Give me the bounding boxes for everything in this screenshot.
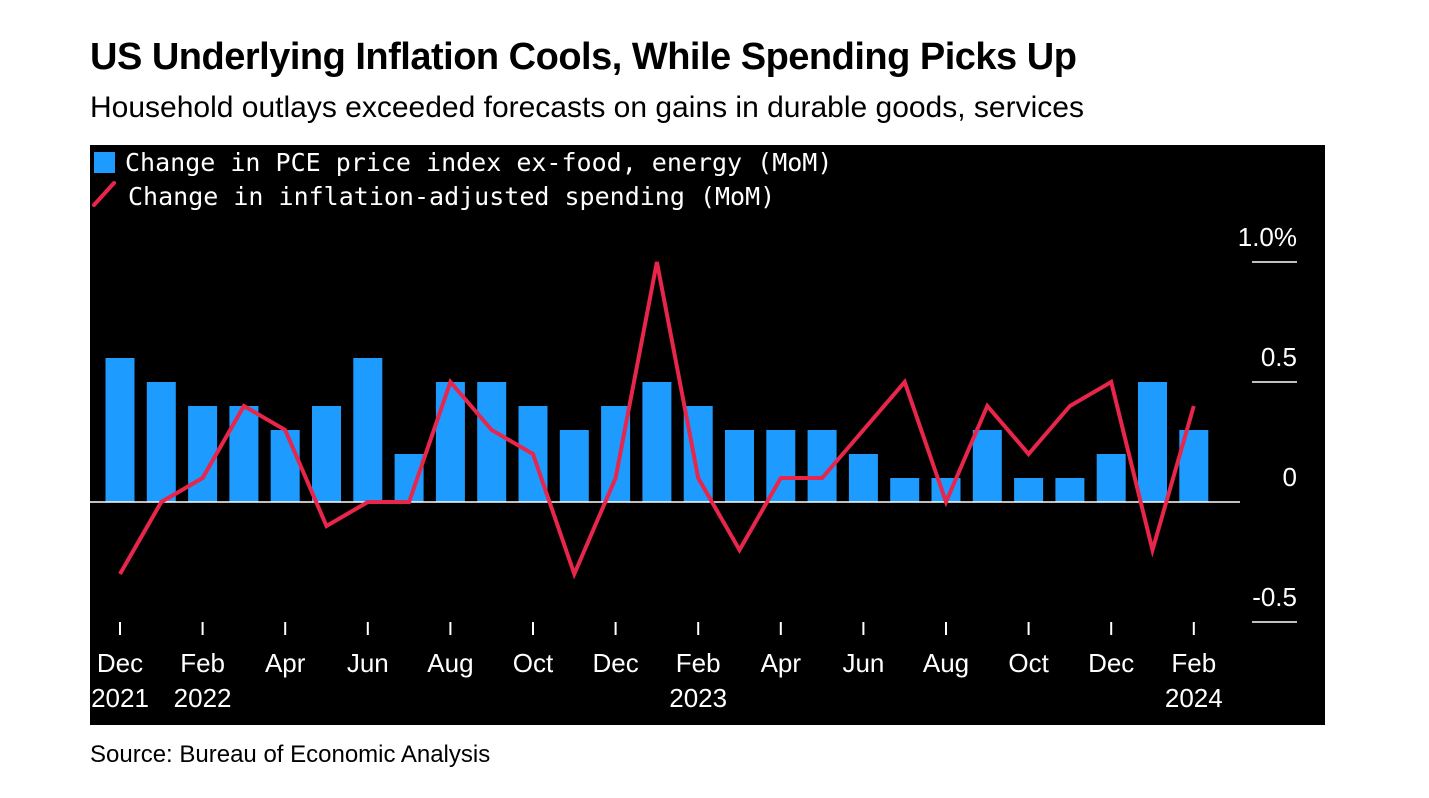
legend-label-core-pce: Change in PCE price index ex-food, energ…: [125, 148, 832, 177]
bar: [312, 406, 341, 502]
x-tick-month: Feb: [180, 648, 225, 678]
x-tick-month: Jun: [842, 648, 884, 678]
x-tick-year: 2021: [91, 683, 149, 713]
source-note: Source: Bureau of Economic Analysis: [90, 741, 491, 768]
bar: [1014, 478, 1044, 502]
x-tick-month: Jun: [347, 648, 389, 678]
y-tick-label: 1.0%: [1238, 222, 1297, 252]
chart-title: US Underlying Inflation Cools, While Spe…: [90, 36, 1077, 78]
x-tick-month: Apr: [265, 648, 306, 678]
x-axis: Dec 2021 Feb 2022 Apr Jun Aug Oct Dec Feb 2023 Apr J…: [91, 622, 1223, 713]
bar: [972, 430, 1002, 502]
bar: [725, 430, 754, 502]
line-series: [118, 261, 1196, 580]
x-tick-month: Feb: [1171, 648, 1216, 678]
bar: [1096, 454, 1126, 502]
bar: [1055, 478, 1085, 502]
x-tick-month: Oct: [513, 648, 554, 678]
bar: [353, 358, 383, 502]
y-axis: 1.0% 0.5 0 -0.5: [1238, 222, 1297, 623]
chart-svg: Change in PCE price index ex-food, energ…: [90, 148, 1297, 713]
legend-label-spending: Change in inflation-adjusted spending (M…: [128, 182, 775, 211]
x-tick-month: Dec: [592, 648, 638, 678]
legend-swatch-core-pce: [94, 152, 115, 173]
bar: [146, 382, 176, 502]
legend: Change in PCE price index ex-food, energ…: [92, 148, 832, 211]
bar: [435, 382, 465, 502]
bar: [477, 382, 507, 502]
bar-series: [105, 358, 1209, 502]
legend-swatch-spending: [92, 181, 116, 207]
x-tick-year: 2022: [174, 683, 232, 713]
chart-subtitle: Household outlays exceeded forecasts on …: [90, 91, 1084, 124]
bar: [642, 382, 672, 502]
x-tick-year: 2023: [669, 683, 727, 713]
x-tick-month: Dec: [97, 648, 143, 678]
bar: [766, 430, 796, 502]
x-tick-year: 2024: [1165, 683, 1223, 713]
bar: [188, 406, 218, 502]
x-tick-month: Dec: [1088, 648, 1134, 678]
x-tick-month: Aug: [923, 648, 969, 678]
bar: [848, 454, 878, 502]
bar: [270, 430, 300, 502]
x-tick-month: Aug: [427, 648, 473, 678]
bar: [559, 430, 589, 502]
chart-panel: Change in PCE price index ex-food, energ…: [90, 145, 1325, 725]
bar: [105, 358, 135, 502]
x-tick-month: Apr: [761, 648, 802, 678]
bar: [1138, 382, 1167, 502]
y-tick-label: 0: [1283, 462, 1297, 492]
bar: [890, 478, 920, 502]
x-tick-month: Feb: [676, 648, 721, 678]
x-tick-month: Oct: [1008, 648, 1049, 678]
y-tick-label: 0.5: [1261, 342, 1297, 372]
y-tick-label: -0.5: [1252, 582, 1297, 612]
